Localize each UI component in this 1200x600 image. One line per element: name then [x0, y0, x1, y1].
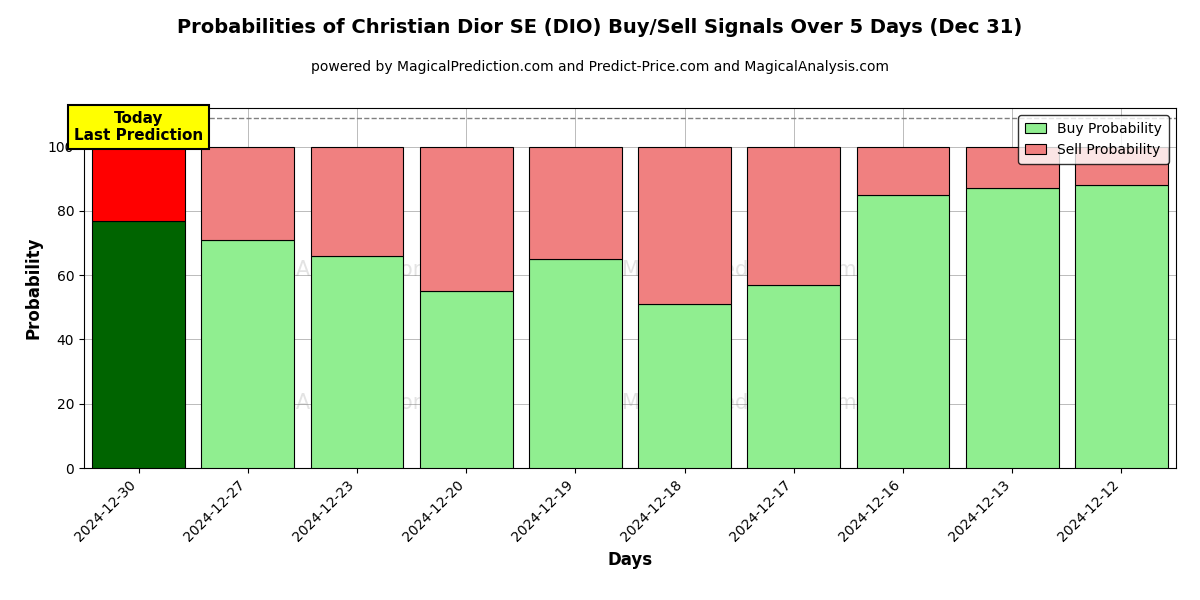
Text: MagicalAnalysis.com: MagicalAnalysis.com: [216, 260, 433, 280]
Bar: [638, 304, 731, 468]
Bar: [92, 146, 185, 221]
Bar: [966, 188, 1058, 468]
Bar: [202, 240, 294, 468]
Text: MagicalPrediction.com: MagicalPrediction.com: [622, 393, 857, 413]
Legend: Buy Probability, Sell Probability: Buy Probability, Sell Probability: [1019, 115, 1169, 164]
Bar: [529, 259, 622, 468]
Text: MagicalAnalysis.com: MagicalAnalysis.com: [216, 393, 433, 413]
Bar: [420, 291, 512, 468]
Bar: [311, 256, 403, 468]
Bar: [529, 146, 622, 259]
Text: Today
Last Prediction: Today Last Prediction: [74, 111, 203, 143]
Bar: [420, 146, 512, 291]
Text: Probabilities of Christian Dior SE (DIO) Buy/Sell Signals Over 5 Days (Dec 31): Probabilities of Christian Dior SE (DIO)…: [178, 18, 1022, 37]
Bar: [966, 146, 1058, 188]
Bar: [748, 146, 840, 285]
Text: MagicalPrediction.com: MagicalPrediction.com: [622, 260, 857, 280]
Bar: [202, 146, 294, 240]
Text: powered by MagicalPrediction.com and Predict-Price.com and MagicalAnalysis.com: powered by MagicalPrediction.com and Pre…: [311, 60, 889, 74]
Bar: [1075, 146, 1168, 185]
X-axis label: Days: Days: [607, 551, 653, 569]
Y-axis label: Probability: Probability: [24, 237, 42, 339]
Bar: [92, 221, 185, 468]
Bar: [857, 146, 949, 195]
Bar: [638, 146, 731, 304]
Bar: [857, 195, 949, 468]
Bar: [311, 146, 403, 256]
Bar: [1075, 185, 1168, 468]
Bar: [748, 285, 840, 468]
